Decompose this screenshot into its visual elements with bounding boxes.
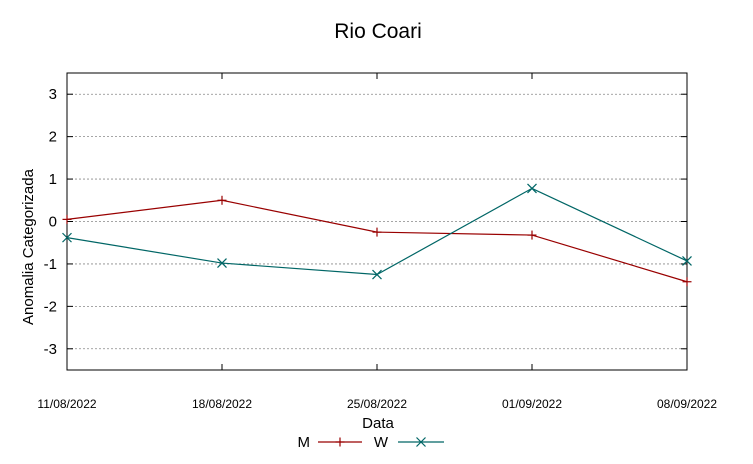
legend-marker-m bbox=[335, 437, 345, 447]
data-point-m bbox=[527, 230, 537, 240]
legend-label-w: W bbox=[374, 434, 389, 451]
x-tick-label: 18/08/2022 bbox=[192, 397, 252, 411]
y-tick-label: 0 bbox=[49, 214, 57, 231]
x-axis-ticks: 11/08/2022 18/08/2022 25/08/2022 01/09/2022… bbox=[37, 73, 717, 411]
x-tick-label: 01/09/2022 bbox=[502, 397, 562, 411]
y-tick-label: 1 bbox=[49, 171, 57, 188]
y-axis-label: Anomalia Categorizada bbox=[20, 168, 37, 325]
data-point-m bbox=[62, 214, 72, 224]
y-tick-label: 2 bbox=[49, 129, 57, 146]
y-tick-label: 3 bbox=[49, 86, 57, 103]
data-point-w bbox=[62, 232, 72, 243]
x-tick-label: 25/08/2022 bbox=[347, 397, 407, 411]
legend-label-m: M bbox=[298, 434, 311, 451]
chart-title: Rio Coari bbox=[334, 20, 422, 43]
x-axis-label: Data bbox=[362, 415, 394, 432]
grid-lines bbox=[67, 93, 687, 350]
data-point-w bbox=[217, 258, 227, 269]
x-tick-label: 08/09/2022 bbox=[657, 397, 717, 411]
data-point-w bbox=[372, 269, 382, 280]
data-point-w bbox=[682, 256, 692, 266]
data-point-w bbox=[527, 183, 537, 194]
y-tick-label: -2 bbox=[44, 298, 57, 315]
y-axis-ticks: 3 2 1 0 -1 -2 -3 bbox=[44, 86, 687, 358]
y-tick-label: -1 bbox=[44, 256, 57, 273]
data-point-m bbox=[372, 227, 382, 237]
x-tick-label: 11/08/2022 bbox=[37, 397, 96, 411]
series-line-m bbox=[66, 199, 688, 283]
y-tick-label: -3 bbox=[44, 341, 57, 358]
data-point-m bbox=[217, 195, 227, 205]
data-series bbox=[62, 183, 692, 287]
legend-marker-w bbox=[416, 437, 426, 447]
data-point-m bbox=[682, 277, 692, 287]
